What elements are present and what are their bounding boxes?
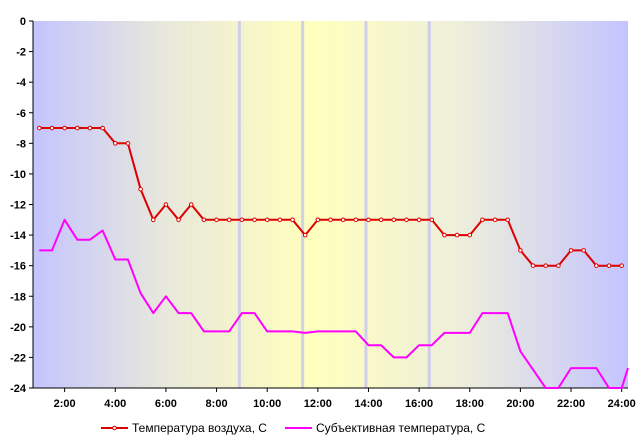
series-0-point-36 <box>492 217 498 223</box>
series-0-point-19 <box>277 217 283 223</box>
legend: Температура воздуха, С Субъективная темпе… <box>101 421 486 435</box>
series-0-point-9 <box>150 217 156 223</box>
x-tick-label-8: 18:00 <box>456 398 484 410</box>
x-tick-label-1: 4:00 <box>104 398 126 410</box>
series-0-point-8 <box>138 186 143 192</box>
series-line-1 <box>39 218 629 389</box>
series-0-point-17 <box>252 217 257 223</box>
background-marker-0 <box>237 21 241 388</box>
x-tick-label-11: 24:00 <box>608 398 636 410</box>
legend-label-0: Температура воздуха, С <box>132 421 267 435</box>
y-tick-label-11: -22 <box>10 352 26 364</box>
y-tick-label-6: -12 <box>10 200 26 212</box>
series-0-point-2 <box>62 125 67 131</box>
x-tick-label-5: 12:00 <box>304 398 332 410</box>
series-0-point-7 <box>125 141 131 146</box>
series-0-point-6 <box>112 141 118 146</box>
axes: 0 -2 -4 -6 -8 -10 -12 -14 -16 -18 -20 -22 -24 2:00 4:0… <box>10 16 636 410</box>
x-tick-label-9: 20:00 <box>506 398 534 410</box>
y-tick-label-2: -4 <box>16 77 27 89</box>
series-0-point-34 <box>467 232 473 238</box>
background-markers <box>237 21 431 388</box>
series-0-point-13 <box>201 217 207 223</box>
series-0-point-43 <box>581 248 586 253</box>
series-0-point-40 <box>543 263 549 268</box>
y-tick-label-9: -18 <box>10 291 26 303</box>
series-0-point-15 <box>226 217 232 223</box>
y-tick-label-12: -24 <box>10 383 27 395</box>
series-0-point-22 <box>315 217 321 223</box>
y-tick-label-3: -6 <box>16 108 26 120</box>
series-0-point-37 <box>505 217 511 223</box>
series-0-point-21 <box>302 232 308 238</box>
x-tick-label-0: 2:00 <box>54 398 76 410</box>
x-tick-label-2: 6:00 <box>155 398 177 410</box>
x-tick-label-7: 16:00 <box>405 398 433 410</box>
y-tick-label-1: -2 <box>16 47 26 59</box>
series-0-point-41 <box>556 263 561 268</box>
background-marker-2 <box>364 21 368 388</box>
series-0-point-33 <box>454 232 460 238</box>
plot-background <box>33 21 628 388</box>
x-tick-label-3: 8:00 <box>206 398 228 410</box>
series-0-point-23 <box>328 217 333 223</box>
background-marker-3 <box>427 21 431 388</box>
series-0-point-26 <box>366 217 371 223</box>
series-0-point-10 <box>163 202 169 207</box>
series-0-point-29 <box>404 217 409 223</box>
legend-marker-0 <box>112 425 117 431</box>
series-0-point-25 <box>353 217 359 223</box>
series-0-point-0 <box>37 125 42 131</box>
series-0-point-44 <box>594 263 599 268</box>
series-0-point-20 <box>290 217 295 223</box>
series-0-point-39 <box>530 263 536 268</box>
series-0-point-18 <box>264 217 270 223</box>
series-0-point-42 <box>568 248 574 253</box>
series-0-point-30 <box>416 217 422 223</box>
series-0-point-5 <box>100 125 105 131</box>
series-0-point-3 <box>75 125 80 131</box>
series-0-point-24 <box>340 217 346 223</box>
series-0-point-32 <box>442 232 447 238</box>
series-0-point-1 <box>49 125 55 131</box>
series-0-point-45 <box>606 263 612 268</box>
series-0-point-27 <box>378 217 384 223</box>
y-tick-label-7: -14 <box>10 230 27 242</box>
x-tick-label-4: 10:00 <box>253 398 281 410</box>
series-0-point-16 <box>239 217 245 223</box>
legend-label-1: Субъективная температура, С <box>316 421 486 435</box>
series-0-point-31 <box>429 217 435 223</box>
series-0-point-11 <box>176 217 181 223</box>
series-0-point-14 <box>214 217 219 223</box>
series-0-point-12 <box>188 202 194 207</box>
series-0-point-4 <box>87 125 93 131</box>
y-tick-label-10: -20 <box>10 322 26 334</box>
series-0-point-46 <box>619 263 624 268</box>
y-tick-label-8: -16 <box>10 261 26 273</box>
y-tick-label-0: 0 <box>20 16 26 28</box>
y-tick-label-4: -8 <box>16 138 26 150</box>
x-tick-label-6: 14:00 <box>354 398 382 410</box>
series-0-point-38 <box>518 248 523 253</box>
background-marker-1 <box>301 21 305 388</box>
y-tick-label-5: -10 <box>10 169 26 181</box>
series-0-point-35 <box>480 217 485 223</box>
series-lines <box>37 125 629 389</box>
series-0-point-28 <box>391 217 397 223</box>
x-tick-label-10: 22:00 <box>557 398 585 410</box>
